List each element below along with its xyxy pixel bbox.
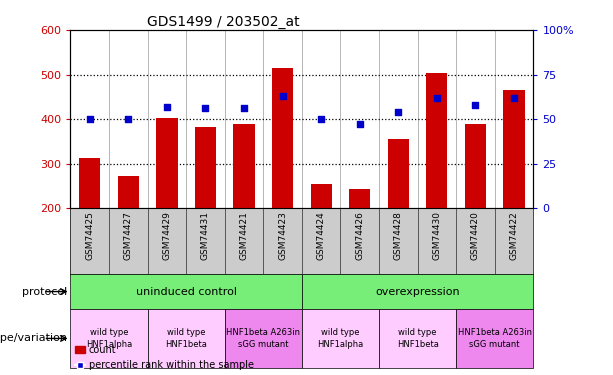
Bar	[426, 73, 447, 208]
Point	[162, 104, 172, 110]
Text: wild type
HNF1beta: wild type HNF1beta	[166, 328, 207, 349]
Bar	[456, 309, 533, 368]
Text: wild type
HNF1alpha: wild type HNF1alpha	[318, 328, 364, 349]
Point	[355, 122, 365, 128]
Text: genotype/variation: genotype/variation	[0, 333, 67, 344]
Text: GSM74423: GSM74423	[278, 211, 287, 260]
Point	[239, 105, 249, 111]
Text: HNF1beta A263in
sGG mutant: HNF1beta A263in sGG mutant	[226, 328, 300, 349]
Text: GSM74430: GSM74430	[432, 211, 441, 260]
Text: GDS1499 / 203502_at: GDS1499 / 203502_at	[147, 15, 300, 29]
Bar	[79, 158, 101, 208]
Text: GSM74424: GSM74424	[317, 211, 326, 260]
Point	[316, 116, 326, 122]
Text: GSM74431: GSM74431	[201, 211, 210, 260]
Bar	[302, 274, 533, 309]
Bar	[70, 274, 302, 309]
Bar	[272, 68, 293, 208]
Point	[471, 102, 481, 108]
Text: uninduced control: uninduced control	[135, 286, 237, 297]
Bar	[311, 184, 332, 208]
Text: HNF1beta A263in
sGG mutant: HNF1beta A263in sGG mutant	[458, 328, 531, 349]
Bar	[195, 127, 216, 208]
Legend: count, percentile rank within the sample: count, percentile rank within the sample	[75, 345, 254, 370]
Point	[200, 105, 210, 111]
Text: GSM74426: GSM74426	[356, 211, 364, 260]
Text: GSM74425: GSM74425	[85, 211, 94, 260]
Bar	[156, 118, 178, 208]
Bar	[148, 309, 225, 368]
Text: GSM74420: GSM74420	[471, 211, 480, 260]
Text: GSM74428: GSM74428	[394, 211, 403, 260]
Bar	[379, 309, 456, 368]
Point	[123, 116, 133, 122]
Text: overexpression: overexpression	[375, 286, 460, 297]
Text: wild type
HNF1beta: wild type HNF1beta	[397, 328, 438, 349]
Bar	[302, 309, 379, 368]
Bar	[349, 189, 370, 208]
Text: GSM74427: GSM74427	[124, 211, 133, 260]
Bar	[234, 123, 254, 208]
Text: GSM74429: GSM74429	[162, 211, 172, 260]
Point	[509, 94, 519, 100]
Bar	[503, 90, 525, 208]
Point	[394, 109, 403, 115]
Text: wild type
HNF1alpha: wild type HNF1alpha	[86, 328, 132, 349]
Point	[278, 93, 287, 99]
Bar	[465, 123, 486, 208]
Text: protocol: protocol	[22, 286, 67, 297]
Bar	[225, 309, 302, 368]
Bar	[70, 309, 148, 368]
Text: GSM74422: GSM74422	[509, 211, 519, 260]
Bar	[387, 139, 409, 208]
Bar	[118, 176, 139, 208]
Point	[432, 94, 442, 100]
Point	[85, 116, 94, 122]
Text: GSM74421: GSM74421	[240, 211, 248, 260]
